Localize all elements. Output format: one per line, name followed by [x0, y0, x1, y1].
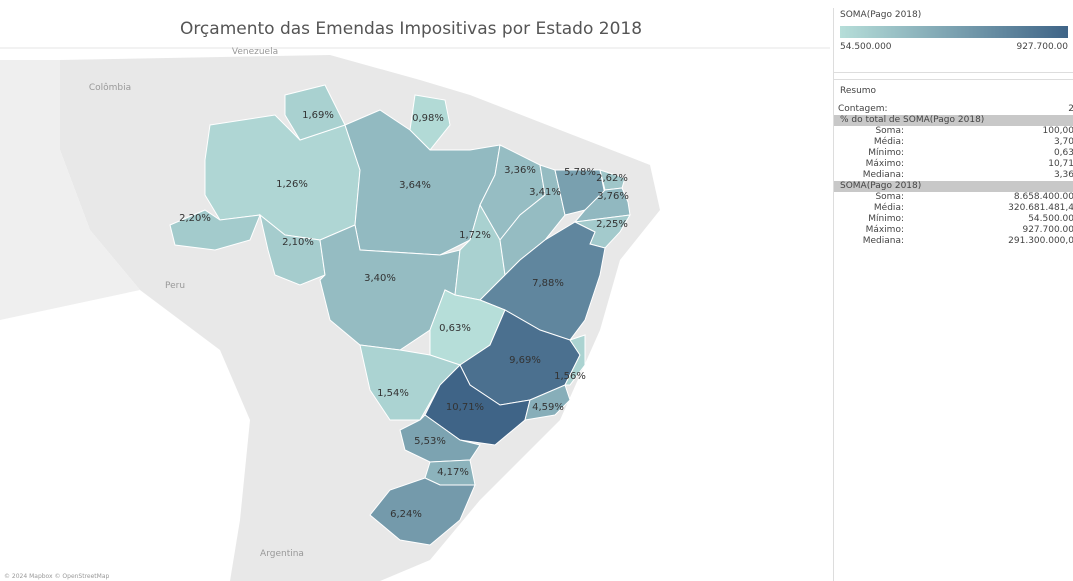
- state: [524, 384, 571, 421]
- country-label: Colômbia: [89, 82, 131, 93]
- summary-value: 291.300.000,0: [1008, 236, 1073, 246]
- state: [409, 94, 451, 151]
- state-label: 5,53%: [414, 436, 446, 447]
- summary-row: Média: 3,70: [834, 137, 1073, 148]
- summary-key: Mediana:: [862, 170, 904, 180]
- state-label: 1,69%: [302, 110, 334, 121]
- state-label: 10,71%: [446, 402, 484, 413]
- section-title: % do total de SOMA(Pago 2018): [834, 115, 1073, 126]
- summary-value: 320.681.481,4: [1008, 203, 1073, 213]
- land: [0, 60, 140, 320]
- summary-key: Mínimo:: [868, 148, 904, 158]
- state: [424, 364, 531, 446]
- state-label: 2,10%: [282, 237, 314, 248]
- summary-row: Mínimo: 0,63: [834, 148, 1073, 159]
- summary-row: Contagem: 2: [834, 104, 1073, 115]
- attribution: © 2024 Mapbox © OpenStreetMap: [4, 573, 110, 580]
- summary-key: Média:: [873, 203, 904, 213]
- legend-gradient: [840, 26, 1068, 38]
- map: 1,26% 1,69% 0,98% 3,64% 2,20% 2,10% 3,40% 3,36%…: [0, 19, 830, 581]
- country-label: Peru: [165, 281, 185, 291]
- summary-row: Máximo: 10,71: [834, 159, 1073, 170]
- summary-key: Mediana:: [862, 236, 904, 246]
- state-label: 3,76%: [597, 191, 629, 202]
- summary: Resumo Contagem: 2 % do total de SOMA(Pa…: [834, 79, 1073, 247]
- state-label: 3,36%: [504, 165, 536, 176]
- summary-key: Máximo:: [865, 225, 904, 235]
- summary-value: 54.500.00: [1028, 214, 1073, 224]
- state: [564, 334, 586, 386]
- summary-value: 10,71: [1048, 159, 1073, 169]
- state-label: 9,69%: [509, 355, 541, 366]
- state: [369, 477, 476, 546]
- summary-key: Média:: [873, 137, 904, 147]
- section-title: SOMA(Pago 2018): [834, 181, 1073, 192]
- state-label: 1,56%: [554, 371, 586, 382]
- summary-key: Contagem:: [838, 104, 888, 114]
- state-label: 1,26%: [276, 179, 308, 190]
- state-label: 1,54%: [377, 388, 409, 399]
- country-label: Argentina: [260, 549, 304, 559]
- state-label: 2,20%: [179, 213, 211, 224]
- summary-value: 927.700.00: [1022, 225, 1073, 235]
- summary-title: Resumo: [840, 86, 877, 96]
- state-label: 7,88%: [532, 278, 564, 289]
- summary-value: 3,36: [1053, 170, 1073, 180]
- state: [259, 213, 326, 286]
- summary-value: 0,63: [1053, 148, 1073, 158]
- summary-value: 100,00: [1042, 126, 1073, 136]
- state-label: 6,24%: [390, 509, 422, 520]
- summary-row: Soma: 8.658.400.00: [834, 192, 1073, 203]
- state-label: 3,41%: [529, 187, 561, 198]
- state: [169, 209, 261, 251]
- legend-min: 54.500.000: [840, 42, 892, 52]
- state-label: 3,64%: [399, 180, 431, 191]
- side-panel: SOMA(Pago 2018) 54.500.000 927.700.00 Re…: [833, 8, 1073, 581]
- state-label: 0,98%: [412, 113, 444, 124]
- summary-sections: % do total de SOMA(Pago 2018) Soma: 100,00…: [834, 115, 1073, 247]
- summary-key: Mínimo:: [868, 214, 904, 224]
- legend-max: 927.700.00: [1016, 42, 1068, 52]
- summary-value: 3,70: [1053, 137, 1073, 147]
- state-label: 4,59%: [532, 402, 564, 413]
- state: [284, 84, 346, 141]
- summary-row: Mínimo: 54.500.00: [834, 214, 1073, 225]
- states: [169, 84, 631, 546]
- summary-key: Soma:: [875, 192, 904, 202]
- summary-key: Máximo:: [865, 159, 904, 169]
- summary-row: Máximo: 927.700.00: [834, 225, 1073, 236]
- map-title: Orçamento das Emendas Impositivas por Es…: [180, 19, 642, 39]
- summary-value: 8.658.400.00: [1013, 192, 1073, 202]
- state-label: 4,17%: [437, 467, 469, 478]
- color-legend: SOMA(Pago 2018) 54.500.000 927.700.00: [834, 8, 1073, 73]
- state-label: 3,40%: [364, 273, 396, 284]
- state-label: 2,25%: [596, 219, 628, 230]
- summary-row: Mediana: 291.300.000,0: [834, 236, 1073, 247]
- summary-value: 2: [898, 104, 1073, 115]
- summary-key: Soma:: [875, 126, 904, 136]
- legend-title: SOMA(Pago 2018): [840, 10, 922, 20]
- legend-range: 54.500.000 927.700.00: [840, 42, 1068, 52]
- country-label: Venezuela: [232, 47, 278, 57]
- summary-row: Mediana: 3,36: [834, 170, 1073, 181]
- summary-row: Soma: 100,00: [834, 126, 1073, 137]
- state-label: 5,78%: [564, 167, 596, 178]
- state-label: 0,63%: [439, 323, 471, 334]
- summary-row: Média: 320.681.481,4: [834, 203, 1073, 214]
- state-label: 1,72%: [459, 230, 491, 241]
- state: [479, 221, 606, 341]
- state-labels: 1,26% 1,69% 0,98% 3,64% 2,20% 2,10% 3,40% 3,36%…: [179, 110, 629, 520]
- state-label: 2,62%: [596, 173, 628, 184]
